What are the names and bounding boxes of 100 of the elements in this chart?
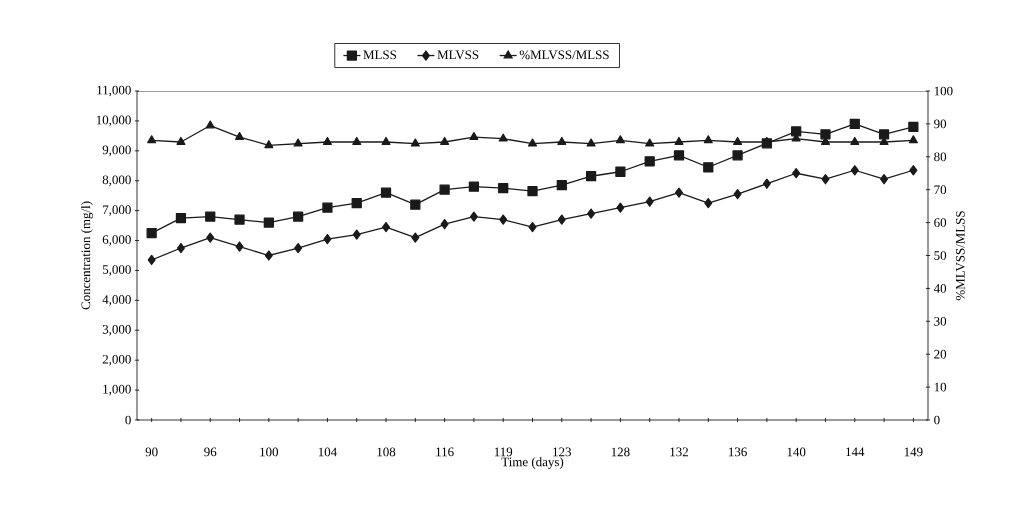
x-tick-label: 116 bbox=[436, 447, 454, 457]
point bbox=[849, 118, 860, 130]
x-tick-label: 140 bbox=[787, 447, 806, 457]
point bbox=[440, 218, 449, 230]
point bbox=[615, 135, 625, 144]
point bbox=[850, 136, 860, 145]
point bbox=[880, 174, 889, 185]
y-axis-title: Concentration (mg/l) bbox=[81, 201, 93, 310]
point bbox=[732, 150, 743, 161]
point bbox=[381, 136, 391, 145]
x-tick-label: 149 bbox=[904, 447, 923, 457]
x-tick-label: 90 bbox=[145, 447, 158, 457]
point bbox=[557, 214, 566, 225]
y-tick-label: 8,000 bbox=[102, 175, 131, 187]
point bbox=[820, 129, 831, 140]
point bbox=[498, 133, 508, 142]
point bbox=[908, 135, 918, 144]
point bbox=[322, 136, 332, 145]
point bbox=[352, 229, 361, 240]
point bbox=[645, 196, 654, 207]
point bbox=[235, 131, 245, 140]
point bbox=[263, 217, 274, 228]
point bbox=[674, 136, 684, 145]
point bbox=[352, 136, 362, 145]
x-tick-label: 144 bbox=[846, 447, 865, 457]
point bbox=[499, 214, 508, 225]
y2-tick-label: 10 bbox=[934, 382, 947, 392]
point bbox=[380, 187, 392, 198]
point bbox=[206, 232, 215, 243]
y-tick-label: 2,000 bbox=[102, 354, 131, 366]
point bbox=[469, 131, 479, 140]
point bbox=[410, 138, 420, 147]
x-axis-title: Time (days) bbox=[501, 457, 564, 469]
y-tick-label: 1,000 bbox=[103, 384, 131, 396]
point bbox=[762, 178, 771, 189]
point bbox=[792, 168, 801, 179]
y-tick-label: 10,000 bbox=[96, 115, 131, 127]
point bbox=[264, 140, 274, 149]
x-tick-label: 100 bbox=[260, 447, 279, 457]
y-tick-label: 9,000 bbox=[102, 145, 131, 157]
point bbox=[674, 187, 683, 198]
point bbox=[146, 227, 157, 239]
point bbox=[468, 181, 480, 192]
y2-tick-label: 70 bbox=[934, 185, 947, 195]
point bbox=[616, 202, 625, 213]
point bbox=[527, 138, 538, 147]
y-tick-label: 3,000 bbox=[102, 324, 131, 336]
x-tick-label: 96 bbox=[204, 447, 217, 457]
point bbox=[587, 208, 596, 219]
point bbox=[205, 211, 216, 222]
y2-tick-label: 80 bbox=[934, 152, 947, 162]
x-tick-label: 132 bbox=[670, 447, 688, 457]
y2-tick-label: 20 bbox=[934, 349, 947, 359]
point bbox=[469, 211, 478, 222]
point bbox=[175, 212, 187, 224]
point bbox=[498, 183, 509, 194]
y2-tick-label: 90 bbox=[934, 119, 947, 129]
legend-label: %MLVSS/MLSS bbox=[519, 50, 609, 60]
point bbox=[704, 198, 713, 209]
point bbox=[908, 121, 919, 133]
point bbox=[909, 165, 918, 176]
y-tick-label: 6,000 bbox=[102, 235, 131, 246]
legend-label: MLVSS bbox=[437, 50, 479, 60]
x-tick-label: 104 bbox=[318, 447, 337, 457]
point bbox=[410, 199, 421, 210]
y2-tick-label: 100 bbox=[934, 86, 953, 96]
point bbox=[850, 165, 859, 176]
y2-axis-title: %MLVSS/MLSS bbox=[955, 211, 965, 301]
point bbox=[821, 174, 830, 185]
point bbox=[673, 150, 685, 161]
y2-tick-label: 50 bbox=[934, 251, 947, 260]
point bbox=[294, 242, 303, 254]
y-tick-label: 11,000 bbox=[97, 85, 131, 97]
x-tick-label: 123 bbox=[553, 447, 572, 457]
x-tick-label: 108 bbox=[377, 447, 396, 457]
point bbox=[205, 120, 215, 129]
point bbox=[528, 221, 537, 233]
y2-tick-label: 40 bbox=[933, 284, 947, 293]
legend-label: MLSS bbox=[363, 50, 397, 60]
point bbox=[645, 138, 655, 147]
point bbox=[615, 166, 626, 177]
x-tick-label: 128 bbox=[611, 447, 630, 457]
point bbox=[527, 186, 538, 197]
point bbox=[322, 202, 333, 213]
point bbox=[411, 232, 420, 243]
point bbox=[293, 138, 303, 147]
point bbox=[235, 241, 244, 252]
point bbox=[644, 156, 655, 167]
point bbox=[703, 135, 713, 144]
point bbox=[733, 136, 743, 145]
x-tick-label: 136 bbox=[729, 447, 747, 457]
point bbox=[293, 211, 304, 222]
point bbox=[878, 129, 890, 140]
point bbox=[791, 126, 802, 137]
point bbox=[586, 138, 596, 147]
y-tick-label: 4,000 bbox=[102, 295, 131, 306]
y2-tick-label: 60 bbox=[934, 218, 947, 227]
point bbox=[264, 250, 273, 261]
point bbox=[703, 162, 714, 173]
y-tick-label: 5,000 bbox=[102, 265, 131, 276]
